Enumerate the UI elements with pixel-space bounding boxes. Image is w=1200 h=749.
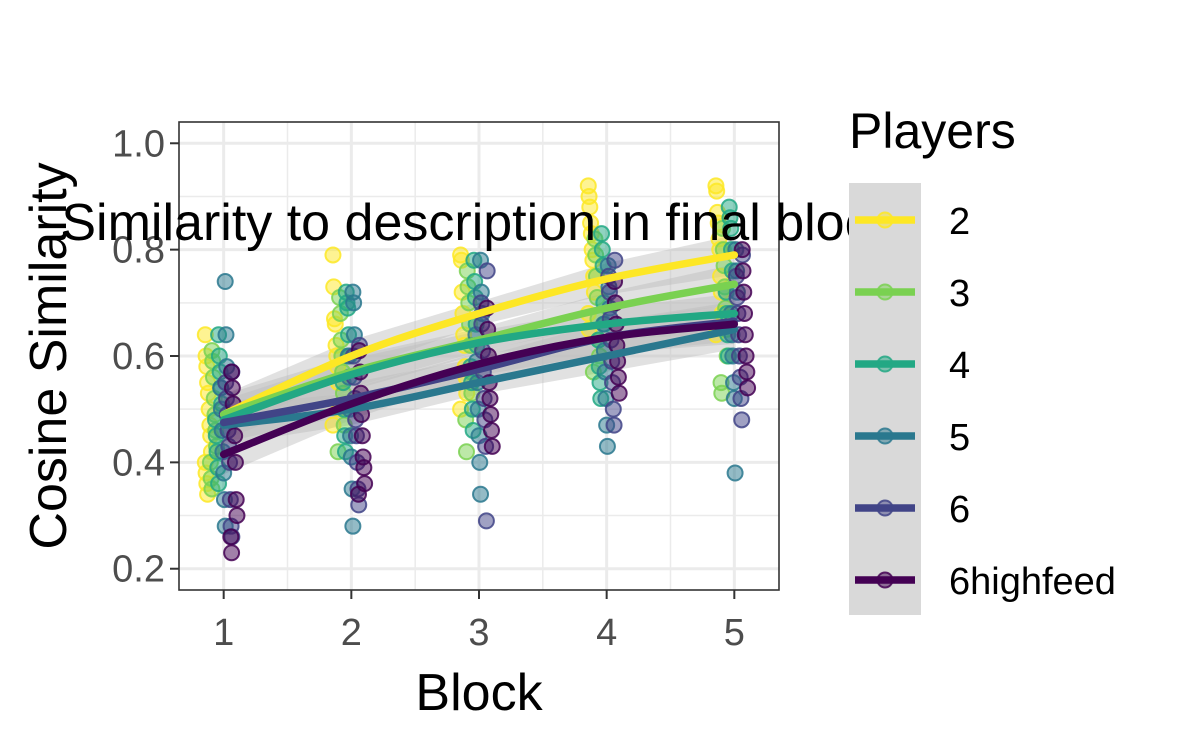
- data-point: [483, 437, 501, 455]
- data-point: [734, 262, 752, 280]
- data-point: [735, 283, 753, 301]
- legend-label: 3: [949, 273, 970, 315]
- y-tick-label: 1.0: [112, 123, 165, 165]
- data-point: [216, 273, 234, 291]
- fit-line: [219, 251, 739, 419]
- y-tick-label: 0.4: [112, 442, 165, 484]
- data-point: [223, 363, 241, 381]
- data-point: [349, 485, 367, 503]
- data-point: [482, 406, 500, 423]
- data-point: [609, 368, 627, 386]
- data-point: [606, 251, 624, 269]
- data-point: [483, 421, 501, 439]
- data-point: [324, 246, 342, 264]
- data-point: [736, 326, 754, 344]
- data-point: [605, 416, 623, 434]
- legend-key-point: [876, 499, 894, 517]
- y-tick-label: 0.6: [112, 336, 165, 378]
- x-tick-label: 3: [468, 612, 489, 654]
- y-axis-title: Cosine Similarity: [20, 162, 78, 549]
- data-point: [733, 241, 751, 259]
- data-point: [604, 400, 622, 418]
- data-point: [353, 427, 371, 445]
- data-point: [345, 294, 363, 312]
- data-point: [598, 437, 616, 455]
- fit-lines: [219, 251, 739, 459]
- x-tick-label: 1: [213, 612, 234, 654]
- legend-title: Players: [849, 103, 1016, 159]
- data-point: [226, 453, 244, 471]
- fit-line: [219, 309, 739, 424]
- data-point: [726, 464, 744, 482]
- data-point: [227, 491, 245, 509]
- data-point: [722, 219, 740, 237]
- y-tick-label: 0.8: [112, 230, 165, 272]
- data-point: [217, 326, 235, 344]
- x-tick-label: 2: [341, 612, 362, 654]
- legend-label: 4: [949, 345, 970, 387]
- data-point: [344, 517, 362, 535]
- legend-label: 6: [949, 489, 970, 531]
- y-tick-label: 0.2: [112, 549, 165, 591]
- data-point: [471, 453, 489, 471]
- legend-key-point: [876, 427, 894, 445]
- data-point: [739, 379, 757, 397]
- legend-label: 2: [949, 201, 970, 243]
- data-point: [737, 347, 755, 365]
- legend: Players 2 3 4 5 6 6highfeed: [849, 103, 1116, 615]
- data-point: [736, 304, 754, 322]
- legend-key-background: [849, 183, 921, 615]
- data-point: [708, 182, 726, 200]
- fit-line: [219, 320, 739, 459]
- data-point: [477, 512, 495, 530]
- data-point: [733, 411, 751, 429]
- data-point: [226, 427, 244, 445]
- x-axis-title: Block: [415, 664, 543, 722]
- data-point: [478, 262, 496, 280]
- x-tick-label: 4: [596, 612, 617, 654]
- data-point: [738, 363, 756, 381]
- plot-title: Similarity to description in final block: [61, 194, 897, 252]
- data-point: [457, 443, 475, 461]
- legend-key-point: [876, 211, 894, 229]
- legend-key-point: [876, 571, 894, 589]
- data-point: [223, 544, 241, 562]
- data-point: [222, 528, 240, 546]
- data-point: [610, 384, 628, 402]
- legend-label: 6highfeed: [949, 561, 1116, 603]
- legend-label: 5: [949, 417, 970, 459]
- data-point: [228, 507, 246, 525]
- data-point: [481, 390, 499, 408]
- axes: 0.2 0.4 0.6 0.8 1.0 1 2 3 4 5: [112, 123, 745, 654]
- legend-key-point: [876, 355, 894, 373]
- data-point: [472, 485, 490, 503]
- x-tick-label: 5: [724, 612, 745, 654]
- data-point: [355, 459, 373, 477]
- legend-key-point: [876, 283, 894, 301]
- data-point: [223, 379, 241, 397]
- fit-line: [219, 325, 739, 429]
